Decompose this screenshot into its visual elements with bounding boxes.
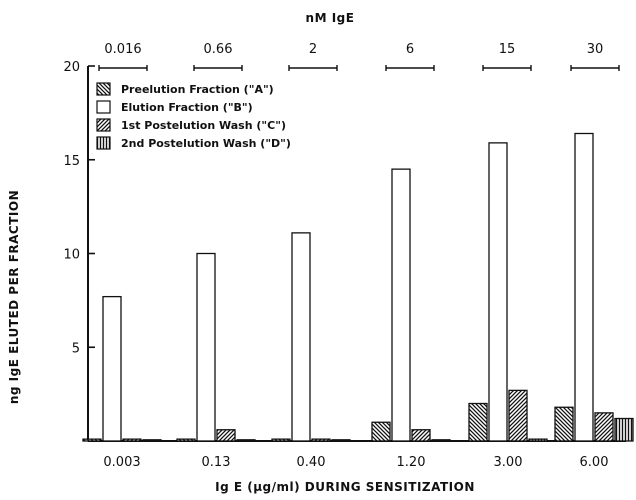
bar-backhatch-4 (468, 402, 488, 442)
legend-entry-forwardhatch: 1st Postelution Wash ("C") (121, 119, 286, 132)
legend-entry-vertical: 2nd Postelution Wash ("D") (121, 137, 291, 150)
bar-backhatch-1 (176, 438, 196, 442)
top-tick-label: 15 (499, 42, 516, 57)
bar-vertical-0 (142, 439, 162, 442)
legend-swatch-forwardhatch (96, 118, 111, 132)
bar-forwardhatch-0 (122, 438, 142, 442)
x-axis-label: Ig E (μg/ml) DURING SENSITIZATION (215, 480, 475, 494)
x-tick-label: 6.00 (580, 455, 609, 470)
bar-vertical-3 (431, 439, 451, 442)
top-tick-label: 6 (406, 42, 414, 57)
y-tick-label: 20 (63, 60, 80, 75)
bar-open-2 (291, 232, 311, 442)
legend-swatch-open (96, 100, 111, 114)
bar-vertical-4 (528, 438, 548, 442)
top-tick-label: 30 (587, 42, 604, 57)
x-tick-label: 0.003 (103, 455, 140, 470)
x-tick-label: 0.13 (202, 455, 231, 470)
top-axis-label: nM IgE (306, 11, 355, 25)
top-tick-label: 0.016 (104, 42, 141, 57)
bar-forwardhatch-4 (508, 389, 528, 442)
bar-forwardhatch-1 (216, 429, 236, 442)
legend-entry-backhatch: Preelution Fraction ("A") (121, 83, 274, 96)
bar-vertical-5 (614, 417, 634, 442)
bar-forwardhatch-3 (411, 429, 431, 442)
x-tick-label: 0.40 (297, 455, 326, 470)
top-tick-label: 2 (309, 42, 317, 57)
bar-backhatch-3 (371, 421, 391, 442)
bar-backhatch-0 (82, 438, 102, 442)
legend-swatch-backhatch (96, 82, 111, 96)
bar-open-1 (196, 252, 216, 442)
y-tick-label: 10 (63, 248, 80, 263)
y-tick-label: 15 (63, 154, 80, 169)
bar-open-3 (391, 168, 411, 442)
bar-forwardhatch-2 (311, 438, 331, 442)
bar-vertical-2 (331, 439, 351, 442)
bar-backhatch-2 (271, 438, 291, 442)
x-tick-label: 1.20 (397, 455, 426, 470)
legend-entry-open: Elution Fraction ("B") (121, 101, 253, 114)
y-tick-label: 5 (72, 341, 80, 356)
top-tick-label: 0.66 (204, 42, 233, 57)
y-axis-label: ng IgE ELUTED PER FRACTION (7, 190, 21, 404)
bar-forwardhatch-5 (594, 412, 614, 442)
bar-open-0 (102, 295, 122, 442)
bar-vertical-1 (236, 439, 256, 442)
bar-backhatch-5 (554, 406, 574, 442)
x-tick-label: 3.00 (494, 455, 523, 470)
legend-swatch-vertical (96, 136, 111, 150)
bar-open-5 (574, 132, 594, 442)
bar-open-4 (488, 142, 508, 442)
